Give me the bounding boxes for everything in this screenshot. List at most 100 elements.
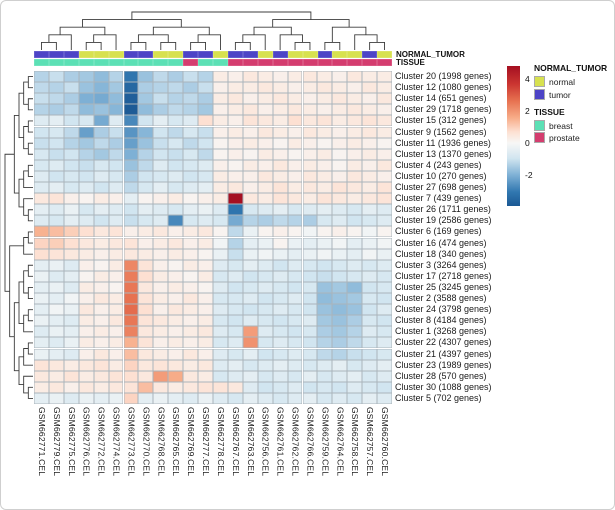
heatmap-cell <box>123 293 139 305</box>
heatmap-cell <box>168 148 184 160</box>
heatmap-cell <box>332 259 348 271</box>
heatmap-cell <box>78 259 94 271</box>
heatmap-cell <box>257 148 273 160</box>
heatmap-cell <box>34 281 49 293</box>
heatmap-cell <box>48 281 64 293</box>
heatmap-cell <box>272 293 288 305</box>
heatmap-cell <box>347 93 363 105</box>
annotation-cell-prostate <box>227 59 243 66</box>
heatmap-cell <box>347 381 363 393</box>
heatmap-cell <box>108 281 124 293</box>
heatmap-cell <box>183 170 199 182</box>
annotation-cell-normal <box>78 51 94 58</box>
heatmap-cell <box>242 248 258 260</box>
heatmap-cell <box>153 392 169 404</box>
heatmap-cell <box>213 204 228 216</box>
heatmap-cell <box>78 304 94 316</box>
row-label: Cluster 2 (3588 genes) <box>395 293 487 303</box>
heatmap-cell <box>63 392 79 404</box>
heatmap-cell <box>78 115 94 127</box>
heatmap-cell <box>317 281 333 293</box>
heatmap-cell <box>168 170 184 182</box>
heatmap-cell <box>257 326 273 338</box>
heatmap-cell <box>34 326 49 338</box>
heatmap-cell <box>377 170 392 182</box>
heatmap-cell <box>198 159 213 171</box>
heatmap-cell <box>34 315 49 327</box>
heatmap-cell <box>302 392 318 404</box>
heatmap-cell <box>317 259 333 271</box>
heatmap-cell <box>317 270 333 282</box>
heatmap-cell <box>63 215 79 227</box>
heatmap-cell <box>257 204 273 216</box>
heatmap-cell <box>302 359 318 371</box>
heatmap-cell <box>242 137 258 149</box>
heatmap-cell <box>78 82 94 94</box>
annotation-cell-breast <box>153 59 169 66</box>
column-label: GSM662776.CEL <box>81 407 92 477</box>
heatmap-cell <box>257 170 273 182</box>
heatmap-cell <box>317 248 333 260</box>
heatmap-cell <box>48 71 64 83</box>
heatmap-cell <box>123 370 139 382</box>
heatmap-cell <box>183 104 199 116</box>
heatmap-cell <box>153 348 169 360</box>
heatmap-cell <box>362 304 378 316</box>
heatmap-cell <box>48 137 64 149</box>
heatmap-cell <box>257 126 273 138</box>
heatmap-cell <box>48 104 64 116</box>
column-label: GSM662765.CEL <box>171 407 182 477</box>
heatmap-cell <box>227 115 243 127</box>
annotation-cell-prostate <box>287 59 303 66</box>
heatmap-cell <box>242 126 258 138</box>
heatmap-cell <box>287 337 303 349</box>
heatmap-cell <box>227 226 243 238</box>
heatmap-cell <box>183 315 199 327</box>
heatmap-cell <box>213 215 228 227</box>
heatmap-cell <box>332 281 348 293</box>
heatmap-cell <box>242 237 258 249</box>
heatmap-cell <box>34 182 49 194</box>
heatmap-cell <box>362 326 378 338</box>
heatmap-cell <box>362 93 378 105</box>
heatmap-cell <box>93 315 109 327</box>
heatmap-cell <box>183 148 199 160</box>
heatmap-cell <box>362 71 378 83</box>
heatmap-cell <box>332 204 348 216</box>
heatmap-cell <box>183 71 199 83</box>
heatmap-cell <box>63 259 79 271</box>
column-label: GSM662773.CEL <box>126 407 137 477</box>
heatmap-cell <box>332 137 348 149</box>
heatmap-cell <box>287 281 303 293</box>
annotation-bar-normal-tumor <box>34 51 393 58</box>
heatmap-cell <box>377 348 392 360</box>
heatmap-cell <box>63 115 79 127</box>
heatmap-cell <box>317 71 333 83</box>
heatmap-cell <box>347 159 363 171</box>
heatmap-cell <box>317 115 333 127</box>
row-label: Cluster 7 (439 genes) <box>395 193 482 204</box>
heatmap-cell <box>123 381 139 393</box>
annotation-bar-tissue <box>34 59 393 66</box>
heatmap-cell <box>198 326 213 338</box>
heatmap-cell <box>108 293 124 305</box>
heatmap-cell <box>242 93 258 105</box>
heatmap-cell <box>347 104 363 116</box>
heatmap-cell <box>198 93 213 105</box>
heatmap-cell <box>377 270 392 282</box>
heatmap-cell <box>48 126 64 138</box>
heatmap-cell <box>272 104 288 116</box>
heatmap-cell <box>213 315 228 327</box>
heatmap-cell <box>257 104 273 116</box>
column-label: GSM662778.CEL <box>215 407 226 477</box>
heatmap-cell <box>183 281 199 293</box>
heatmap-cell <box>362 126 378 138</box>
heatmap-cell <box>272 93 288 105</box>
heatmap-cell <box>257 348 273 360</box>
heatmap-cell <box>168 204 184 216</box>
heatmap-cell <box>63 304 79 316</box>
heatmap-cell <box>108 326 124 338</box>
heatmap-cell <box>153 359 169 371</box>
heatmap-cell <box>183 82 199 94</box>
heatmap-cell <box>317 381 333 393</box>
